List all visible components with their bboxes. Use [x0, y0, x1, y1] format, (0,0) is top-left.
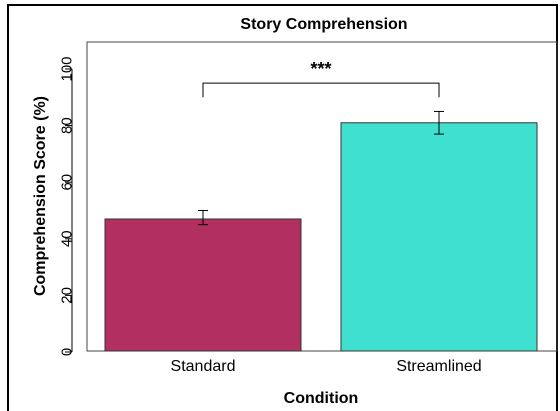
- y-tick-label: 40: [59, 230, 76, 247]
- x-axis: Standard Streamlined: [171, 358, 482, 375]
- significance-line: [202, 82, 440, 98]
- plot-frame: [86, 41, 558, 352]
- error-bar-streamlined: [434, 110, 444, 135]
- y-tick-label: 60: [59, 174, 76, 191]
- y-tick-label: 100: [59, 56, 76, 81]
- x-axis-label: Condition: [284, 390, 359, 407]
- x-tick-label-streamlined: Streamlined: [396, 358, 481, 375]
- significance-label: ***: [310, 59, 331, 79]
- y-tick-label: 20: [59, 287, 76, 304]
- y-axis-label: Comprehension Score (%): [32, 96, 49, 296]
- y-tick-label: 80: [59, 117, 76, 134]
- significance-bracket: ***: [202, 59, 440, 98]
- bar-streamlined: [340, 122, 538, 352]
- error-bar-standard: [198, 210, 208, 226]
- y-axis: 0 20 40 60 80 100: [59, 56, 76, 356]
- y-tick-label: 0: [59, 348, 76, 356]
- bar-standard: [104, 218, 302, 352]
- bars: [104, 122, 538, 352]
- x-tick-label-standard: Standard: [171, 358, 236, 375]
- error-bars: [198, 110, 444, 226]
- chart-title: Story Comprehension: [240, 16, 407, 33]
